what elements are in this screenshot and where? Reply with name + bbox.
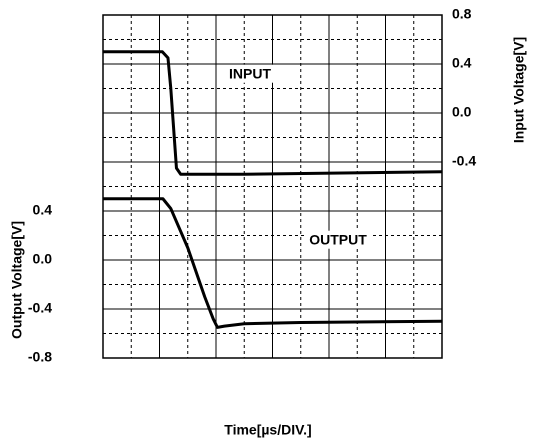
y-tick-label: 0.0 — [33, 251, 53, 267]
y2-tick-label: 0.4 — [452, 55, 472, 71]
y2-axis-label: Input Voltage[V] — [511, 37, 527, 143]
plot-frame — [102, 14, 443, 359]
y-tick-label: -0.8 — [28, 349, 52, 365]
y-axis-label: Output Voltage[V] — [9, 221, 25, 339]
series-label-bg — [225, 64, 276, 83]
x-axis-label: Time[µs/DIV.] — [224, 422, 311, 438]
series-label-bg — [305, 230, 372, 249]
line-series — [103, 197, 443, 329]
y-tick-label: 0.4 — [33, 202, 53, 218]
y-tick-label: -0.4 — [28, 300, 52, 316]
y2-tick-label: 0.0 — [452, 104, 472, 120]
line-series — [103, 50, 443, 176]
series-label: OUTPUT — [309, 232, 367, 248]
y2-tick-label: 0.8 — [452, 6, 472, 22]
series-label: INPUT — [229, 66, 271, 82]
y2-tick-label: -0.4 — [452, 153, 476, 169]
